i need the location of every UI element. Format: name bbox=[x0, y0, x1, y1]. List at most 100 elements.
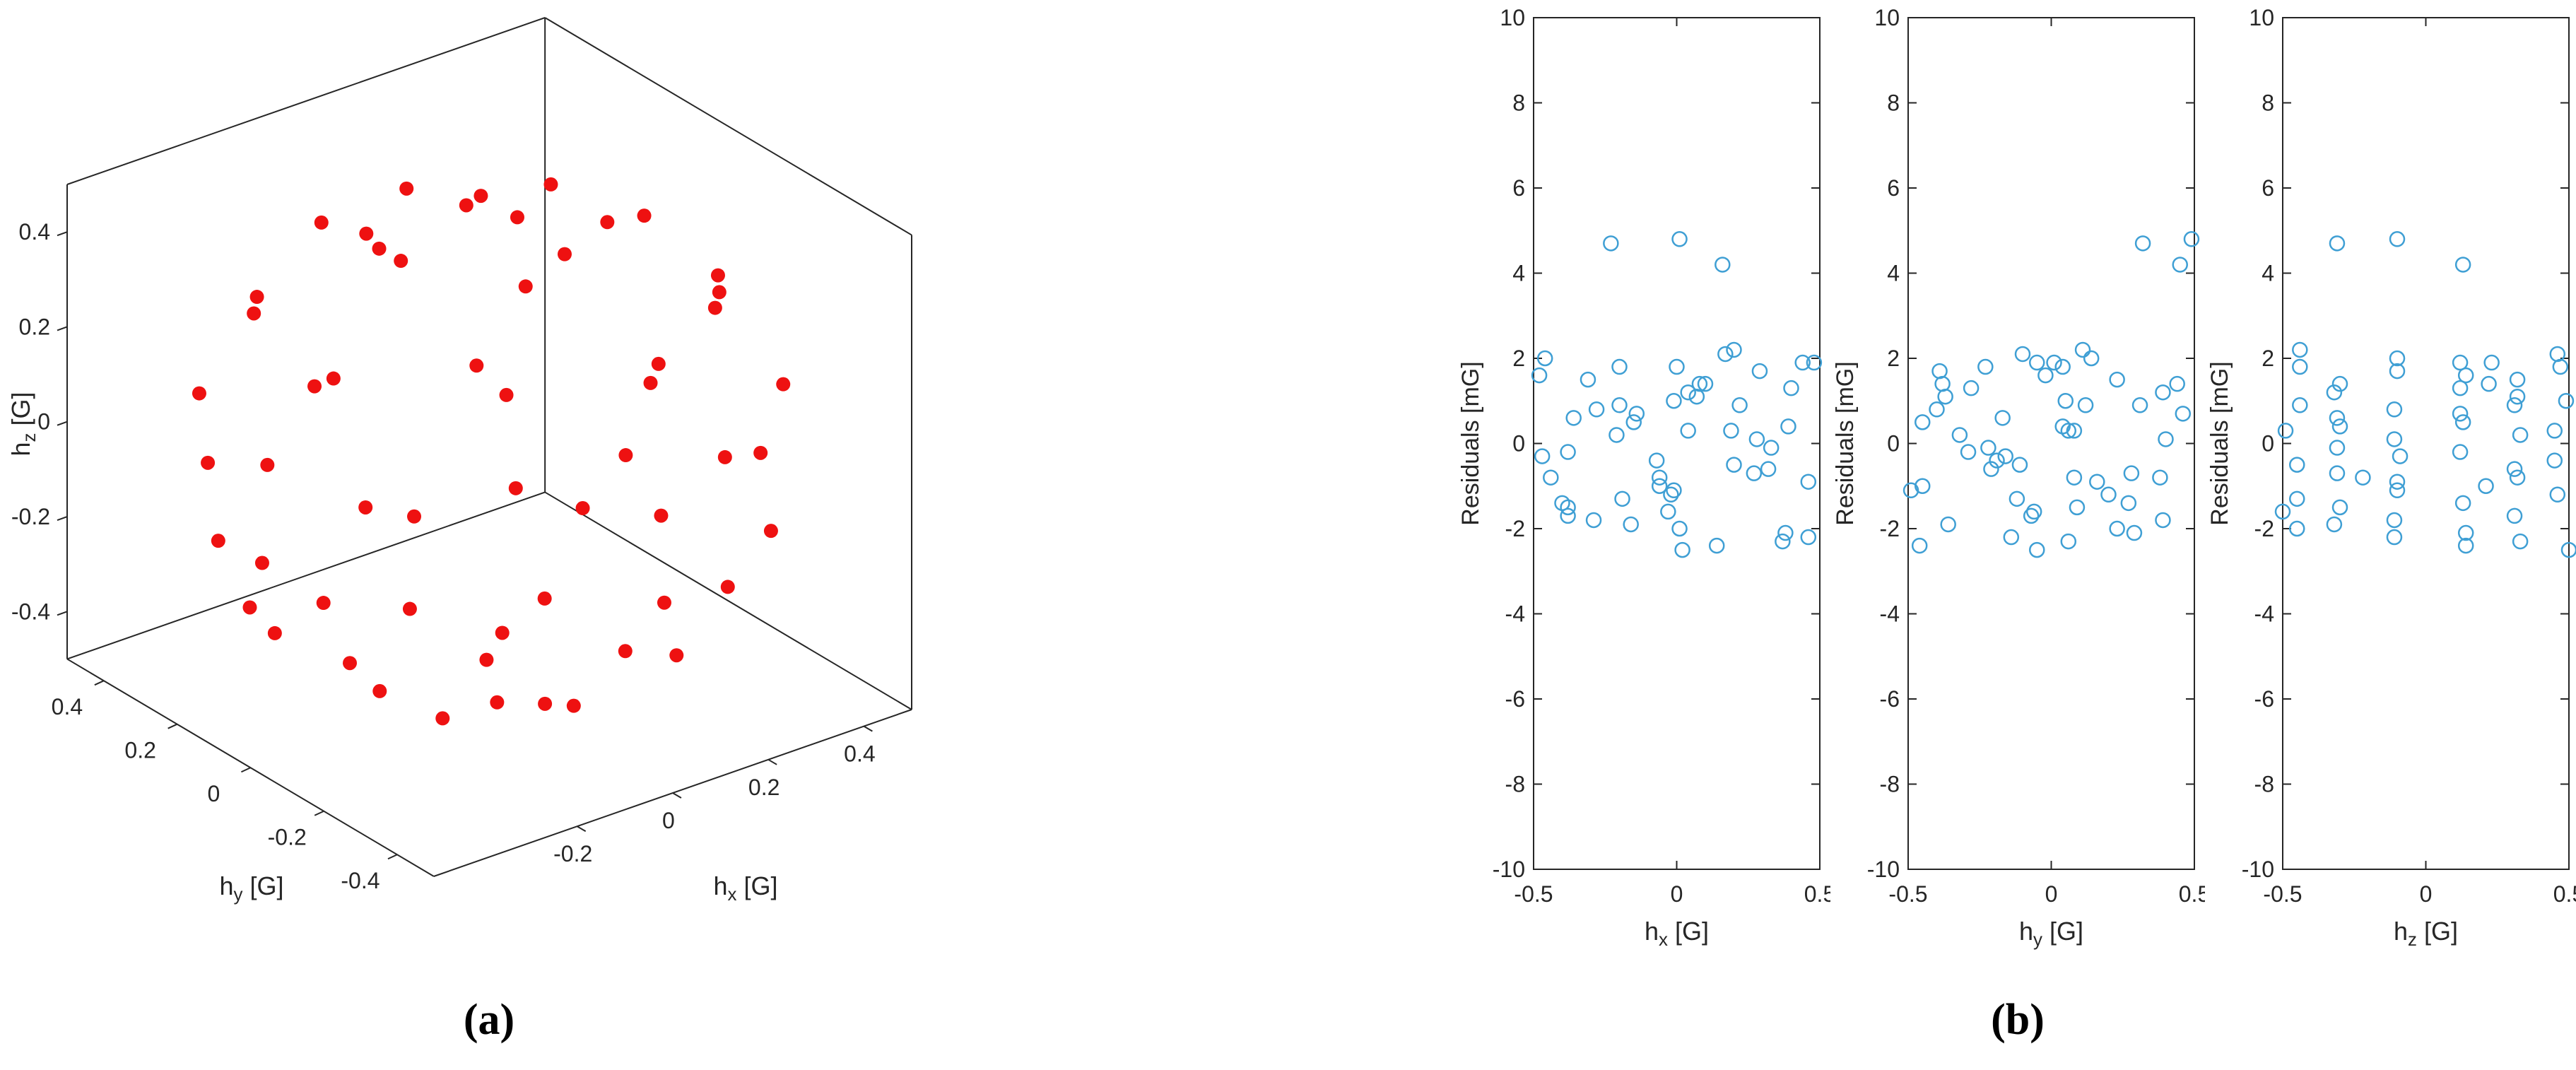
y-tick bbox=[240, 767, 251, 773]
data-point bbox=[2074, 341, 2091, 358]
data-point bbox=[1934, 375, 1951, 392]
y-tick-label: 0.4 bbox=[52, 694, 83, 719]
data-point bbox=[2558, 393, 2575, 409]
data-point bbox=[2483, 354, 2500, 371]
data-point bbox=[1560, 499, 1576, 516]
data-point bbox=[1931, 363, 1948, 380]
y-tick-label: 8 bbox=[1887, 90, 1900, 116]
data-point bbox=[2452, 354, 2469, 371]
data-point bbox=[1915, 414, 1931, 430]
data-point bbox=[2057, 393, 2074, 409]
data-point bbox=[1585, 512, 1602, 529]
y-tick-label: -8 bbox=[1505, 772, 1525, 797]
y-tick-label: 10 bbox=[2249, 5, 2274, 30]
caption-a: (a) bbox=[463, 996, 515, 1044]
data-point bbox=[1680, 423, 1696, 439]
z-tick-label: -0.2 bbox=[11, 504, 50, 529]
data-point bbox=[654, 508, 669, 523]
x-tick-label: -0.5 bbox=[1514, 881, 1553, 907]
data-point bbox=[2506, 507, 2523, 524]
box-edge bbox=[66, 491, 546, 660]
data-point bbox=[1763, 440, 1780, 456]
data-point bbox=[399, 181, 414, 196]
data-point bbox=[712, 285, 727, 300]
data-point bbox=[2452, 444, 2469, 460]
data-point bbox=[1560, 507, 1576, 524]
data-point bbox=[2123, 465, 2140, 481]
data-point bbox=[1997, 448, 2013, 464]
y-tick-label: -0.4 bbox=[341, 868, 380, 893]
y-tick-label: -6 bbox=[2254, 686, 2274, 712]
data-point bbox=[1669, 358, 1685, 375]
data-point bbox=[2452, 406, 2469, 422]
data-point bbox=[2506, 461, 2523, 477]
scatter3d-plot: 0.4 0.2 0 -0.2 -0.4 0.4 0.2 0 -0.2 -0.4 -0.2 0 0.2 0.… bbox=[6, 17, 912, 905]
y-tick-label: -2 bbox=[1880, 516, 1900, 541]
data-point bbox=[2009, 490, 2025, 507]
x-tick-label: -0.2 bbox=[553, 841, 592, 866]
data-point bbox=[2100, 486, 2117, 503]
data-point bbox=[2172, 257, 2188, 273]
data-point bbox=[2289, 457, 2305, 473]
data-point bbox=[2478, 478, 2494, 494]
z-tick bbox=[57, 516, 68, 521]
data-point bbox=[2329, 410, 2346, 426]
y-axis-label: Residuals [mG] bbox=[2206, 361, 2233, 525]
residuals-vs-hz-plot: -10 -8 -6 -4 -2 0 2 4 6 8 10 -0.5 0 0.5 Residuals [mG]… bbox=[2206, 5, 2576, 950]
data-point bbox=[2152, 469, 2168, 486]
data-point bbox=[1663, 486, 1679, 503]
data-point bbox=[537, 591, 552, 606]
data-point bbox=[1989, 452, 2005, 469]
y-tick-label: 0 bbox=[208, 781, 220, 806]
data-point bbox=[2509, 388, 2526, 405]
data-point bbox=[1951, 427, 1968, 443]
data-point bbox=[1780, 418, 1796, 435]
data-point bbox=[1611, 397, 1628, 413]
data-point bbox=[2054, 358, 2071, 375]
data-point bbox=[669, 648, 684, 663]
y-tick-label: -4 bbox=[2254, 601, 2274, 627]
data-point bbox=[1937, 388, 1953, 405]
x-axis-label: hx [G] bbox=[714, 871, 778, 905]
data-point bbox=[2512, 427, 2529, 443]
data-point bbox=[2457, 537, 2474, 554]
data-point bbox=[1977, 358, 1994, 375]
data-point bbox=[358, 500, 373, 515]
y-tick-label: -10 bbox=[2242, 857, 2274, 882]
data-point bbox=[2452, 380, 2469, 396]
data-point bbox=[717, 449, 732, 464]
data-point bbox=[2023, 507, 2040, 524]
data-point bbox=[343, 656, 358, 671]
data-point bbox=[1717, 346, 1734, 363]
data-point bbox=[2029, 541, 2045, 558]
data-point bbox=[1800, 529, 1817, 546]
data-point bbox=[2389, 350, 2406, 367]
x-tick-label: 0.5 bbox=[2553, 881, 2576, 907]
data-point bbox=[510, 210, 524, 225]
data-point bbox=[1911, 537, 1928, 554]
y-tick-label: 4 bbox=[2262, 261, 2274, 286]
data-point bbox=[538, 696, 553, 711]
data-point bbox=[2454, 257, 2471, 273]
data-point bbox=[316, 596, 331, 611]
data-point bbox=[1902, 482, 1919, 499]
tick-labels: -10 -8 -6 -4 -2 0 2 4 6 8 10 -0.5 0 0.5 bbox=[1493, 5, 1830, 907]
data-point bbox=[2029, 354, 2045, 371]
data-point bbox=[1671, 231, 1688, 247]
data-point bbox=[2158, 431, 2174, 447]
data-point bbox=[490, 695, 505, 710]
data-point bbox=[1580, 371, 1596, 388]
data-point bbox=[2560, 541, 2576, 558]
data-point bbox=[2389, 474, 2406, 490]
y-tick bbox=[387, 854, 398, 860]
y-tick-label: 6 bbox=[1887, 175, 1900, 201]
data-points bbox=[2274, 231, 2576, 558]
data-point bbox=[1560, 444, 1576, 460]
data-point bbox=[1806, 354, 1823, 371]
data-point bbox=[2389, 231, 2406, 247]
data-point bbox=[201, 455, 216, 470]
tick-labels: -10 -8 -6 -4 -2 0 2 4 6 8 10 -0.5 0 0.5 bbox=[2242, 5, 2576, 907]
data-point bbox=[359, 226, 374, 241]
data-point bbox=[267, 625, 282, 640]
data-point bbox=[710, 268, 725, 283]
